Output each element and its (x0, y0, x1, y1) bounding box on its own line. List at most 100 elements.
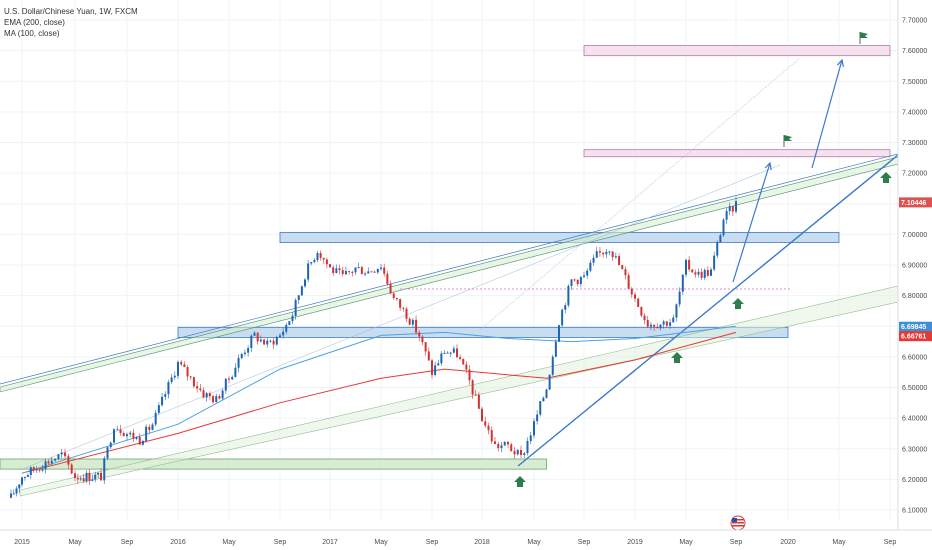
candle-body (526, 440, 529, 454)
candle-body (141, 440, 144, 445)
candle-body (484, 421, 487, 426)
candle-body (322, 257, 325, 260)
candle-body (282, 331, 285, 336)
projection-arrow-1-head (764, 161, 772, 171)
candle-body (26, 475, 29, 477)
candle-body (354, 267, 357, 273)
candle-body (272, 340, 275, 345)
candle-body (462, 358, 465, 365)
candle-body (646, 320, 649, 327)
us-flag-icon (730, 515, 746, 531)
candle-body (376, 268, 379, 273)
candle-body (135, 437, 138, 439)
candle-body (434, 365, 437, 375)
candle-body (411, 319, 414, 325)
candle-body (85, 472, 88, 482)
candle-body (351, 271, 354, 273)
candle-body (595, 251, 598, 258)
candle-body (446, 352, 449, 354)
candle-body (44, 461, 47, 470)
candle-body (240, 353, 243, 359)
x-tick-label: 2020 (780, 539, 796, 546)
candle-body (685, 259, 687, 275)
price-tag-label: 7.10446 (901, 200, 926, 207)
candle-body (275, 337, 278, 345)
ema-legend-label: EMA (200, close) (4, 18, 65, 27)
candle-body (218, 396, 221, 399)
candle-body (247, 348, 250, 353)
candle-body (507, 442, 509, 445)
candle-body (313, 260, 316, 263)
fan-line-lower (19, 164, 781, 471)
candle-body (82, 478, 85, 482)
candle-body (431, 360, 433, 375)
candle-body (614, 256, 617, 258)
candle-body (234, 367, 237, 377)
candle-body (713, 255, 716, 270)
candle-body (710, 269, 712, 276)
candle-body (545, 389, 548, 398)
ma-legend-label: MA (100, close) (4, 29, 60, 38)
candle-body (310, 262, 313, 264)
candle-body (64, 452, 67, 457)
candle-body (468, 369, 471, 381)
candle-body (380, 267, 382, 269)
candle-body (10, 493, 12, 498)
x-tick-label: 2015 (14, 539, 30, 546)
candle-body (561, 309, 564, 326)
y-tick-label: 6.20000 (902, 477, 927, 484)
candle-body (471, 380, 474, 395)
channel-layer (0, 57, 899, 497)
candle-body (634, 294, 636, 299)
candle-body (408, 318, 411, 325)
candle-body (32, 467, 35, 471)
candle-body (694, 272, 697, 275)
candle-body (653, 324, 656, 327)
candle-layer (10, 196, 737, 499)
candle-body (319, 252, 322, 258)
x-tick-label: Sep (426, 539, 439, 546)
y-tick-label: 7.00000 (902, 232, 927, 239)
price-tag (899, 321, 932, 332)
candle-body (520, 450, 522, 455)
candle-body (725, 211, 728, 220)
candle-body (116, 429, 119, 431)
candle-body (189, 376, 192, 378)
candle-body (100, 472, 102, 481)
candle-body (297, 295, 300, 301)
candle-body (256, 332, 259, 342)
candle-body (465, 364, 468, 370)
candle-body (243, 352, 246, 354)
candle-body (288, 321, 291, 325)
candle-body (554, 341, 557, 357)
candle-body (719, 235, 722, 243)
candle-body (183, 364, 186, 368)
candle-body (424, 342, 427, 352)
candle-body (386, 273, 389, 284)
candle-body (669, 322, 672, 326)
candle-body (54, 459, 57, 461)
candle-body (477, 394, 480, 409)
candle-body (474, 394, 477, 396)
zone-target (583, 149, 891, 158)
candle-body (443, 352, 446, 354)
x-tick-label: 2018 (474, 539, 490, 546)
candle-body (266, 340, 269, 345)
candle-body (605, 251, 608, 255)
chart-legend: U.S. Dollar/Chinese Yuan, 1W, FXCM EMA (… (4, 7, 138, 38)
candle-body (202, 390, 205, 398)
candle-body (164, 394, 167, 397)
up-arrow-icon (671, 352, 683, 363)
candle-body (215, 396, 218, 403)
candle-body (138, 437, 141, 445)
candle-body (675, 304, 678, 318)
candle-body (415, 319, 418, 333)
candle-body (167, 382, 170, 395)
candle-body (237, 358, 240, 368)
candle-body (177, 361, 179, 376)
candle-body (364, 273, 367, 275)
candle-body (618, 256, 621, 266)
candle-body (500, 445, 503, 449)
candle-body (459, 357, 462, 359)
